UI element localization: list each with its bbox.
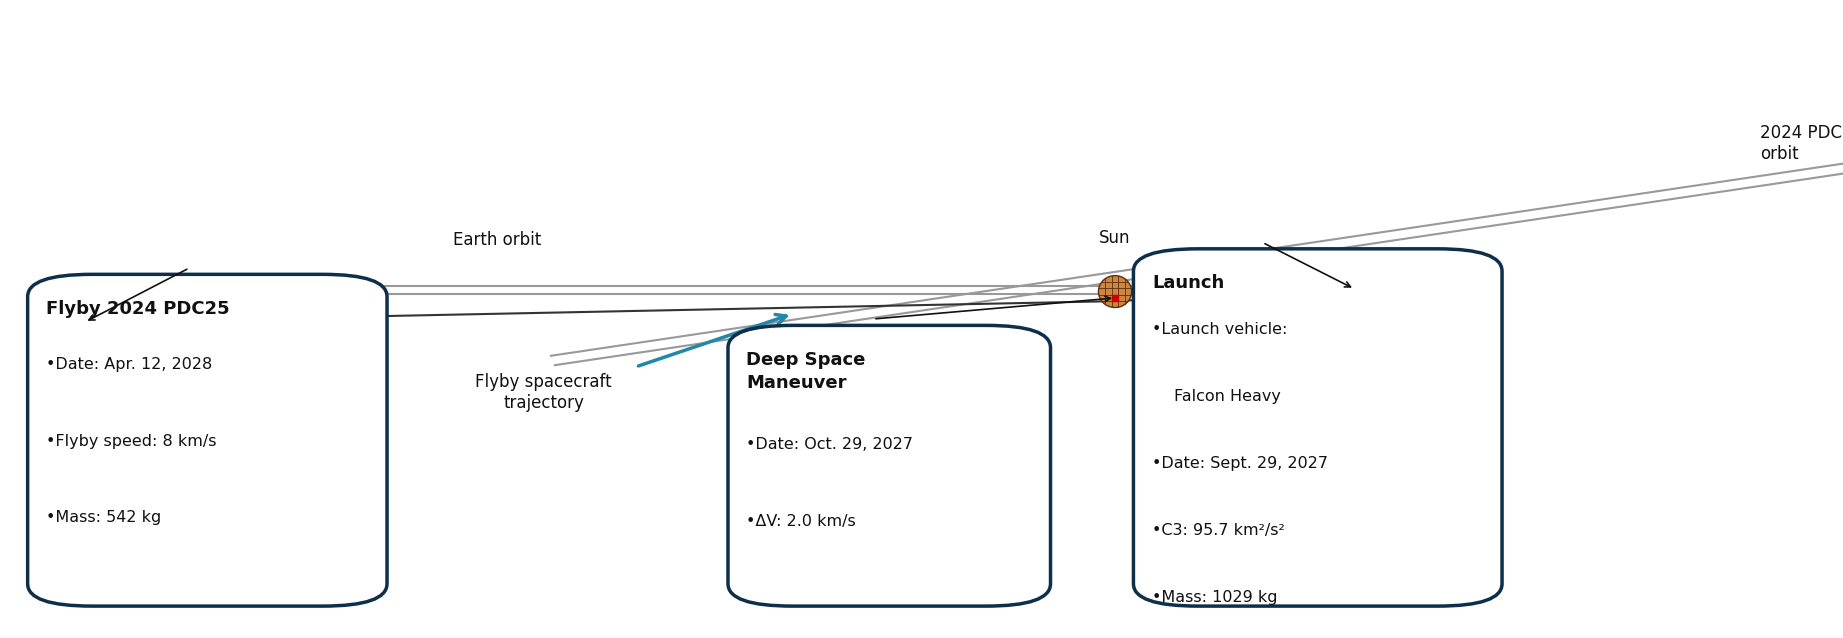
Text: •Mass: 542 kg: •Mass: 542 kg [46,510,162,526]
Text: Flyby 2024 PDC25: Flyby 2024 PDC25 [46,300,230,318]
Text: •Date: Apr. 12, 2028: •Date: Apr. 12, 2028 [46,357,212,373]
Text: •Launch vehicle:: •Launch vehicle: [1152,322,1286,338]
Text: •Mass: 1029 kg: •Mass: 1029 kg [1152,590,1277,605]
FancyBboxPatch shape [728,325,1051,606]
Text: Falcon Heavy: Falcon Heavy [1174,389,1281,404]
Text: 2024 PDC25
orbit: 2024 PDC25 orbit [1760,124,1843,163]
Text: •Flyby speed: 8 km/s: •Flyby speed: 8 km/s [46,434,217,449]
Text: Launch: Launch [1152,274,1224,292]
Text: •Date: Oct. 29, 2027: •Date: Oct. 29, 2027 [746,437,914,452]
Text: Sun: Sun [1098,229,1132,247]
Text: Deep Space
Maneuver: Deep Space Maneuver [746,351,866,392]
Text: Earth orbit: Earth orbit [453,231,542,249]
FancyBboxPatch shape [1133,249,1502,606]
Ellipse shape [1098,276,1132,308]
Text: •ΔV: 2.0 km/s: •ΔV: 2.0 km/s [746,514,857,529]
FancyBboxPatch shape [28,274,387,606]
Text: Flyby spacecraft
trajectory: Flyby spacecraft trajectory [475,373,612,412]
Text: •Date: Sept. 29, 2027: •Date: Sept. 29, 2027 [1152,456,1327,471]
Text: •C3: 95.7 km²/s²: •C3: 95.7 km²/s² [1152,523,1285,538]
